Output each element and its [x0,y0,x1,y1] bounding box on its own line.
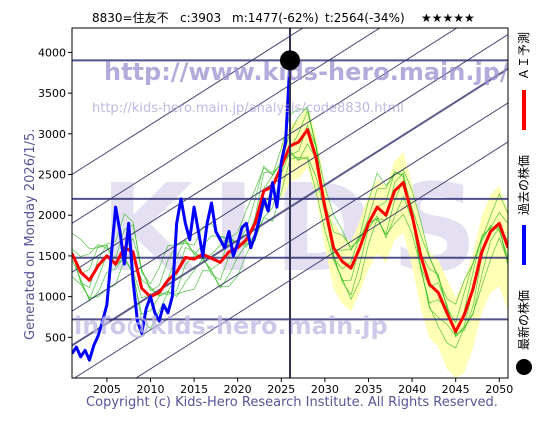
x-tick-label: 2005 [93,383,121,396]
latest-price-marker-layer [280,50,300,71]
x-tick-label: 2015 [180,383,208,396]
y-tick-label: 3500 [38,87,66,100]
x-tick-label: 2040 [398,383,426,396]
y-tick-label: 1500 [38,250,66,263]
x-tick-label: 2045 [442,383,470,396]
y-tick-label: 1000 [38,291,66,304]
forecast-yellow-band [281,106,508,378]
sub-url-watermark: http://kids-hero.main.jp/analysis/code88… [92,101,404,116]
x-tick-label: 2030 [311,383,339,396]
x-tick-label: 2020 [224,383,252,396]
y-tick-label: 3000 [38,128,66,141]
header-min: m:1477(-62%) [232,11,319,25]
x-tick-label: 2050 [485,383,513,396]
url-watermark: http://www.kids-hero.main.jp/ [104,58,509,86]
legend-label: ＡＩ予測 [517,32,531,80]
y-tick-label: 4000 [38,46,66,59]
y-axis: 500 1000 1500 2000 2500 3000 3500 4000 [38,46,72,344]
latest-price-dot [280,50,300,71]
header-code: 8830=住友不 [92,11,169,25]
generated-date-text: Generated on Monday 2026/1/5. [23,129,38,340]
y-tick-label: 2000 [38,209,66,222]
x-axis: 2005 2010 2015 2020 2025 2030 2035 2040 2045 2050 [93,378,513,396]
series-line [72,60,292,362]
x-tick-label: 2025 [267,383,295,396]
x-tick-label: 2010 [136,383,164,396]
header-target: t:2564(-34%) [325,11,405,25]
legend-label: 最新の株価 [516,290,531,350]
plot-frame [71,27,509,379]
copyright-footer: Copyright (c) Kids-Hero Research Institu… [86,395,498,410]
email-watermark: info@kids-hero.main.jp [74,312,388,340]
x-tick-label: 2035 [354,383,382,396]
legend-label: 過去の株価 [516,155,531,215]
header-current: c:3903 [180,11,221,25]
y-tick-label: 500 [45,331,66,344]
legend-dot [516,359,532,375]
header-rating: ★★★★★ [421,11,475,25]
y-tick-label: 2500 [38,169,66,182]
